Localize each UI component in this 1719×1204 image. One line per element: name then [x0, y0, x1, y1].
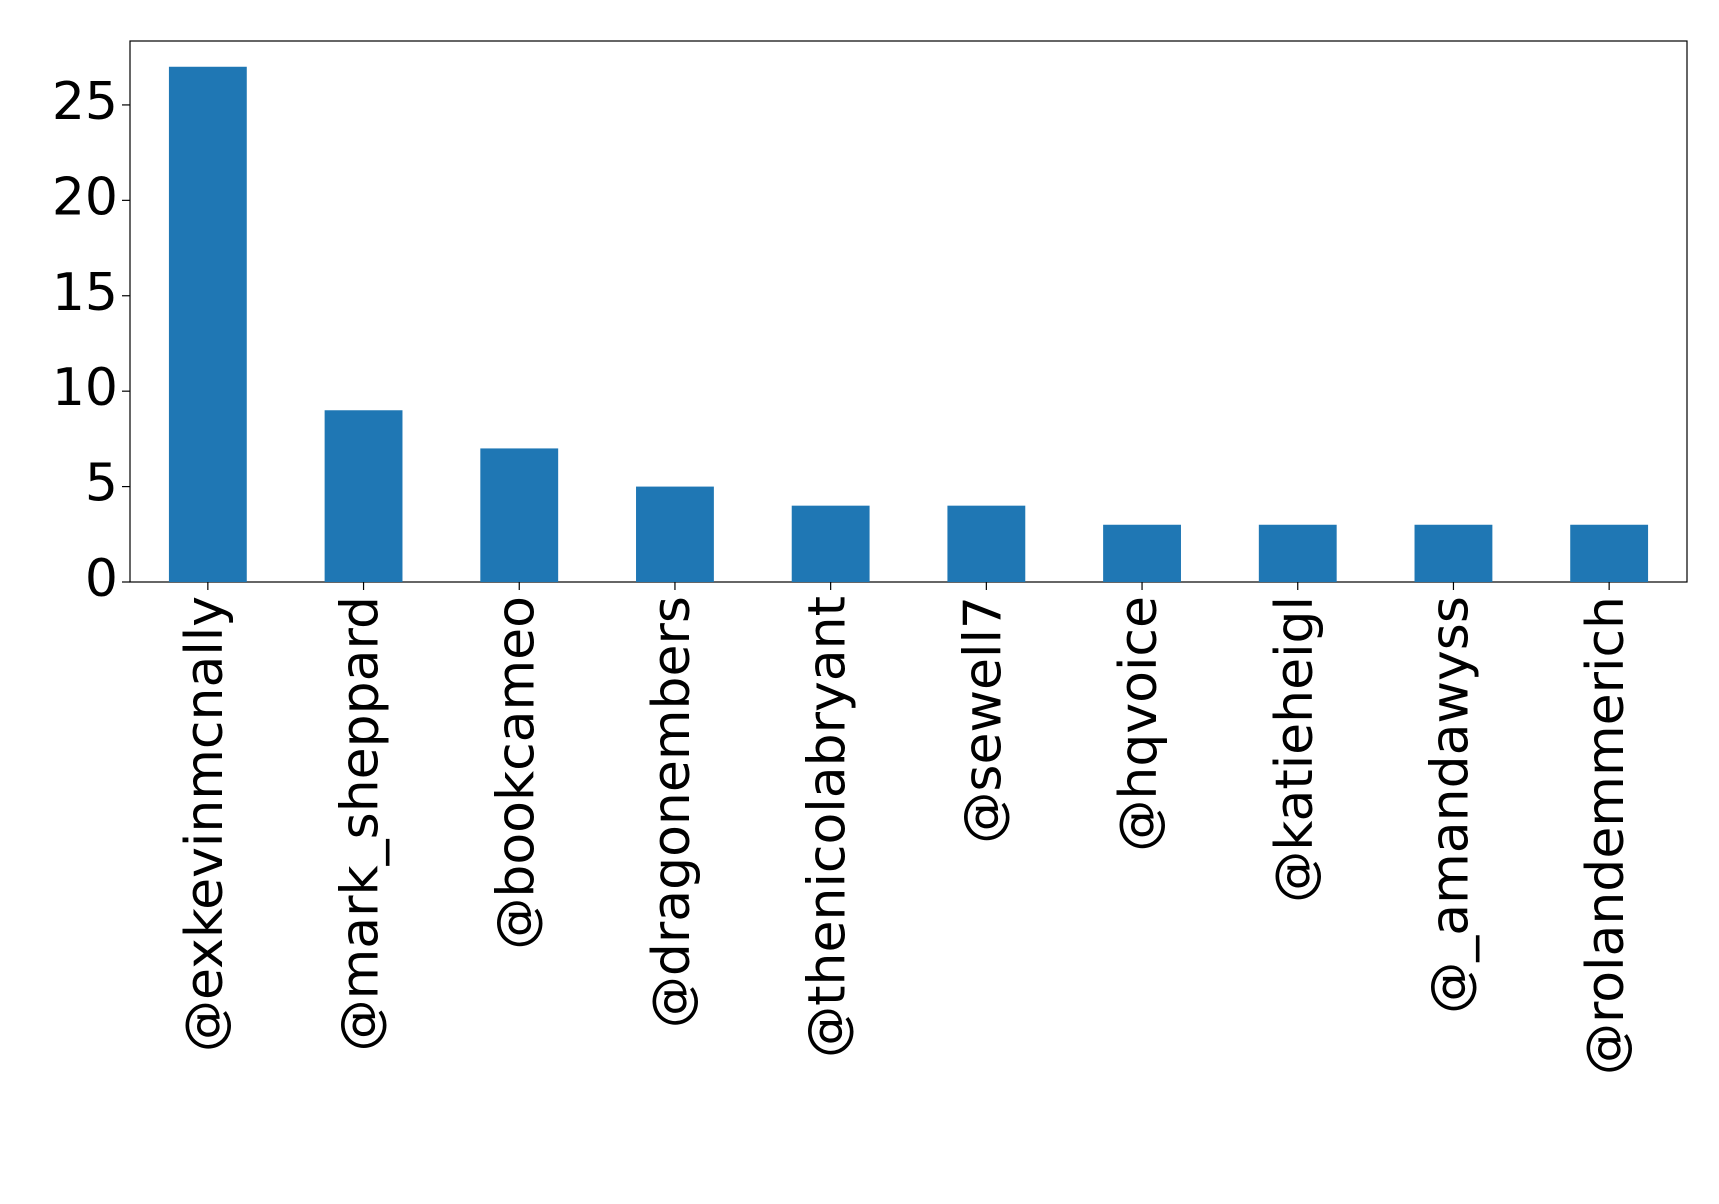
y-tick-label: 10	[52, 358, 118, 418]
x-tick-label: @hqvoice	[1109, 596, 1169, 852]
x-tick-label: @rolandemmerich	[1576, 596, 1636, 1075]
x-tick-label: @exkevinmcnally	[175, 596, 235, 1052]
x-tick-label: @dragonembers	[642, 596, 702, 1028]
x-tick-label: @bookcameo	[486, 596, 546, 950]
x-tick-label: @katieheigl	[1265, 596, 1325, 903]
y-tick-label: 0	[85, 549, 118, 609]
x-tick-label: @thenicolabryant	[798, 596, 858, 1058]
bar	[1414, 524, 1493, 582]
bar	[168, 66, 247, 582]
x-tick-label: @mark_sheppard	[331, 596, 391, 1051]
plot-frame	[129, 40, 1688, 583]
bar	[1570, 524, 1649, 582]
bar	[791, 505, 870, 582]
x-tick-label: @sewell7	[953, 596, 1013, 844]
bar	[324, 410, 403, 582]
y-tick-label: 5	[85, 454, 118, 514]
bar	[480, 448, 559, 582]
bar	[1103, 524, 1181, 582]
bar	[1258, 524, 1337, 582]
y-tick-label: 20	[52, 167, 118, 227]
bar	[947, 505, 1026, 582]
y-tick-label: 25	[52, 72, 118, 132]
bar	[636, 486, 714, 582]
y-tick-label: 15	[52, 263, 118, 323]
x-tick-label: @_amandawyss	[1420, 596, 1480, 1014]
